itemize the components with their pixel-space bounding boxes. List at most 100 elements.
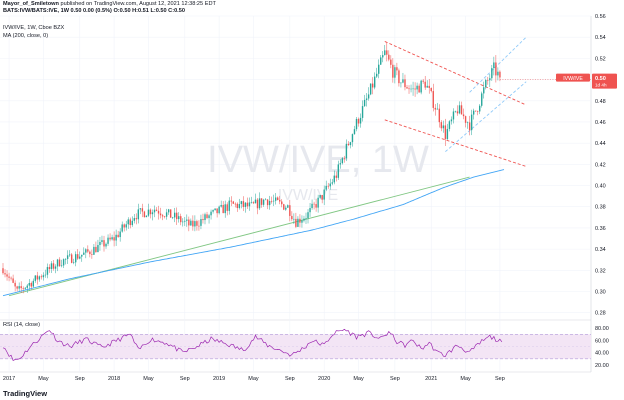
time-tick-label: 2021	[425, 376, 437, 382]
candle-body	[380, 57, 382, 65]
watermark-main: IVW/IVE, 1W	[207, 139, 429, 181]
candle-body	[301, 220, 303, 223]
candle-body	[388, 54, 390, 60]
candle-body	[113, 237, 115, 241]
candle-body	[440, 122, 443, 129]
blue-channel-upper	[469, 36, 527, 93]
candle-body	[97, 245, 99, 253]
candle-body	[105, 243, 107, 247]
blue-channel-lower	[445, 81, 527, 152]
candle-body	[497, 71, 499, 76]
candle-body	[117, 234, 119, 238]
candle-body	[246, 202, 249, 207]
author-name[interactable]: Mayor_of_Smiletown	[3, 1, 59, 7]
candle-body	[270, 201, 273, 202]
candle-body	[163, 216, 166, 218]
candle-body	[355, 118, 358, 130]
legend-rsi[interactable]: RSI (14, close)	[3, 322, 40, 328]
price-axis[interactable]: 0.56 0.54 0.52 0.50 0.48 0.46 0.44 0.42 0.40 0.38…	[595, 14, 606, 317]
watermark: IVW/IVE, 1W IVW/IVE	[207, 139, 429, 204]
candle-body	[481, 93, 483, 106]
candle-body	[165, 212, 168, 217]
candle-body	[32, 280, 34, 287]
candle-body	[402, 79, 404, 83]
watermark-sub: IVW/IVE	[278, 187, 338, 204]
candle-body	[464, 116, 467, 123]
candle-body	[206, 214, 208, 219]
candle-body	[188, 219, 190, 226]
symbol-tag	[556, 73, 590, 82]
candle-body	[4, 273, 6, 275]
rsi-axis[interactable]: 80.00 60.00 40.00 20.00	[595, 326, 609, 369]
candle-body	[369, 83, 372, 95]
candle-body	[353, 129, 356, 135]
trend-line	[8, 176, 470, 297]
candle-body	[351, 134, 354, 143]
candle-body	[295, 218, 297, 227]
candle-body	[192, 220, 194, 227]
candle-body	[89, 251, 91, 255]
candle-body	[329, 183, 331, 187]
candle-body	[275, 197, 277, 201]
legend-ma[interactable]: MA (200, close, 0)	[3, 33, 49, 39]
candle-body	[281, 201, 283, 205]
candle-body	[485, 79, 487, 88]
candle-body	[174, 212, 176, 218]
candle-body	[384, 50, 386, 56]
candle-body	[224, 204, 226, 214]
candle-body	[390, 59, 392, 65]
candle-body	[321, 195, 323, 200]
candle-body	[20, 286, 22, 289]
candle-body	[194, 221, 196, 227]
candle-body	[483, 87, 485, 94]
candle-body	[200, 219, 202, 226]
candle-body	[26, 285, 28, 288]
price-tick-label: 0.52	[595, 56, 606, 62]
candle-body	[323, 189, 325, 200]
candle-body	[442, 125, 445, 129]
price-tag-countdown: 1d 4h	[595, 83, 607, 88]
candle-body	[487, 79, 489, 81]
symbol-tag-text: IVW/IVE	[563, 76, 583, 82]
candle-body	[376, 73, 378, 77]
candle-body	[178, 216, 180, 220]
candle-body	[420, 80, 422, 93]
candle-body	[470, 114, 473, 131]
candle-body	[262, 199, 265, 205]
candle-body	[396, 67, 398, 71]
candle-body	[222, 204, 224, 214]
candle-body	[392, 64, 394, 78]
candle-body	[319, 195, 321, 198]
candle-body	[365, 98, 368, 100]
candle-body	[347, 143, 350, 146]
time-tick-label: 2020	[318, 376, 330, 382]
candle-body	[214, 208, 216, 211]
candle-body	[428, 85, 430, 88]
legend-symbol[interactable]: IVW/IVE, 1W, Cboe BZX	[3, 25, 65, 31]
candle-body	[250, 202, 253, 203]
candle-body	[153, 209, 156, 213]
candle-body	[75, 254, 77, 263]
candle-body	[77, 254, 79, 259]
candle-body	[408, 88, 410, 90]
candle-body	[479, 105, 481, 112]
logo-text: TradingView	[3, 389, 48, 398]
candle-body	[291, 215, 293, 220]
candle-body	[466, 122, 469, 124]
candle-body	[28, 283, 30, 286]
candle-body	[436, 108, 438, 110]
candle-body	[359, 117, 362, 124]
candle-body	[99, 241, 101, 246]
candle-body	[264, 199, 267, 201]
candle-body	[378, 64, 380, 74]
price-tick-label: 0.40	[595, 184, 606, 190]
candle-body	[452, 111, 455, 120]
candle-body	[48, 267, 51, 270]
candle-body	[91, 254, 93, 255]
candle-body	[34, 275, 37, 281]
time-tick-label: 2019	[213, 376, 225, 382]
candle-body	[135, 218, 138, 220]
candle-body	[317, 197, 319, 208]
candle-body	[230, 200, 232, 202]
